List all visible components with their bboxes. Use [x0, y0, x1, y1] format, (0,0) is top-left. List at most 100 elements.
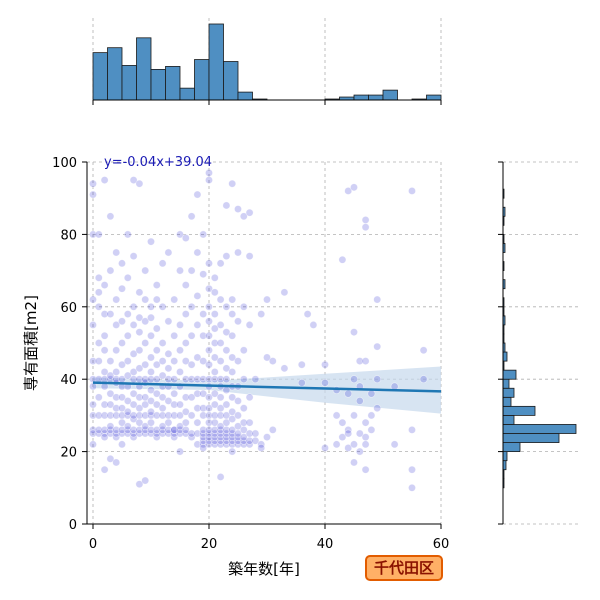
scatter-point: [350, 411, 358, 420]
scatter-point: [234, 397, 242, 405]
scatter-point: [170, 357, 179, 365]
scatter-point: [89, 295, 97, 304]
top-hist-bar: [150, 69, 166, 101]
right-hist-bar: [502, 451, 508, 462]
scatter-point: [100, 346, 109, 355]
scatter-point: [280, 364, 289, 373]
scatter-point: [135, 313, 144, 322]
scatter-point: [228, 447, 237, 456]
scatter-point: [181, 357, 190, 365]
scatter-point: [187, 411, 196, 420]
top-hist-bar: [92, 52, 108, 101]
scatter-point: [216, 422, 225, 431]
scatter-point: [228, 353, 237, 362]
scatter-point: [181, 393, 190, 402]
scatter-point: [187, 266, 196, 275]
scatter-point: [141, 476, 150, 485]
scatter-points: [89, 168, 428, 492]
right-hist-bar: [502, 378, 510, 389]
scatter-point: [199, 357, 208, 365]
scatter-point: [123, 371, 132, 380]
scatter-point: [94, 302, 103, 311]
scatter-point: [199, 270, 208, 279]
scatter-point: [164, 248, 173, 257]
scatter-point: [187, 429, 196, 438]
scatter-point: [210, 353, 219, 362]
top-hist-bar: [121, 65, 137, 101]
scatter-point: [106, 389, 115, 398]
scatter-point: [350, 328, 358, 337]
scatter-point: [321, 444, 329, 452]
scatter-point: [181, 375, 190, 384]
scatter-point: [135, 364, 144, 373]
scatter-point: [205, 168, 213, 177]
scatter-point: [123, 273, 132, 282]
scatter-point: [147, 368, 155, 376]
scatter-point: [147, 386, 155, 394]
right-histogram: [502, 188, 577, 489]
right-hist-bar: [502, 433, 560, 443]
regression-line: [92, 381, 442, 393]
scatter-point: [309, 320, 318, 329]
scatter-point: [216, 393, 225, 402]
scatter-point: [94, 411, 103, 420]
scatter-point: [216, 339, 225, 347]
scatter-point: [106, 411, 115, 420]
scatter-point: [158, 302, 167, 311]
scatter-point: [193, 190, 202, 199]
scatter-point: [147, 331, 155, 340]
scatter-point: [280, 288, 289, 297]
scatter-point: [170, 331, 179, 340]
scatter-point: [164, 349, 173, 358]
scatter-point: [205, 331, 213, 340]
scatter-point: [147, 418, 155, 427]
scatter-point: [361, 223, 370, 232]
scatter-point: [350, 440, 358, 449]
scatter-point: [193, 404, 202, 413]
scatter-point: [187, 393, 196, 402]
y-tick-label: 40: [60, 373, 77, 388]
scatter-point: [106, 310, 115, 318]
scatter-point: [89, 400, 97, 409]
scatter-point: [373, 404, 382, 413]
scatter-point: [176, 346, 184, 355]
scatter-point: [129, 400, 138, 409]
scatter-point: [205, 284, 213, 293]
scatter-point: [350, 458, 358, 467]
scatter-point: [390, 440, 399, 449]
scatter-point: [199, 404, 208, 413]
scatter-point: [193, 389, 202, 398]
x-tick-label: 60: [433, 537, 450, 552]
right-hist-bar: [502, 414, 515, 425]
scatter-point: [193, 320, 202, 329]
top-hist-bar: [136, 37, 152, 101]
scatter-point: [129, 368, 138, 376]
scatter-point: [222, 302, 231, 311]
scatter-point: [373, 375, 382, 384]
confidence-band: [93, 366, 441, 414]
scatter-point: [187, 302, 196, 311]
scatter-point: [135, 179, 144, 188]
scatter-point: [205, 317, 213, 326]
scatter-point: [129, 320, 138, 329]
scatter-point: [338, 255, 347, 264]
right-hist-bar: [502, 405, 536, 416]
scatter-point: [332, 411, 341, 420]
scatter-point: [158, 371, 167, 380]
scatter-point: [216, 259, 225, 268]
scatter-point: [332, 440, 341, 449]
scatter-point: [193, 353, 202, 362]
x-tick-label: 40: [317, 537, 334, 552]
scatter-point: [210, 324, 219, 333]
scatter-point: [94, 393, 103, 402]
scatter-point: [222, 400, 231, 409]
top-hist-bar: [368, 94, 384, 101]
scatter-point: [216, 295, 225, 304]
scatter-point: [181, 310, 190, 318]
x-tick-label: 20: [201, 537, 218, 552]
scatter-point: [419, 375, 428, 384]
scatter-point: [170, 389, 179, 398]
scatter-point: [129, 349, 138, 358]
scatter-point: [123, 397, 132, 405]
scatter-point: [112, 458, 121, 467]
